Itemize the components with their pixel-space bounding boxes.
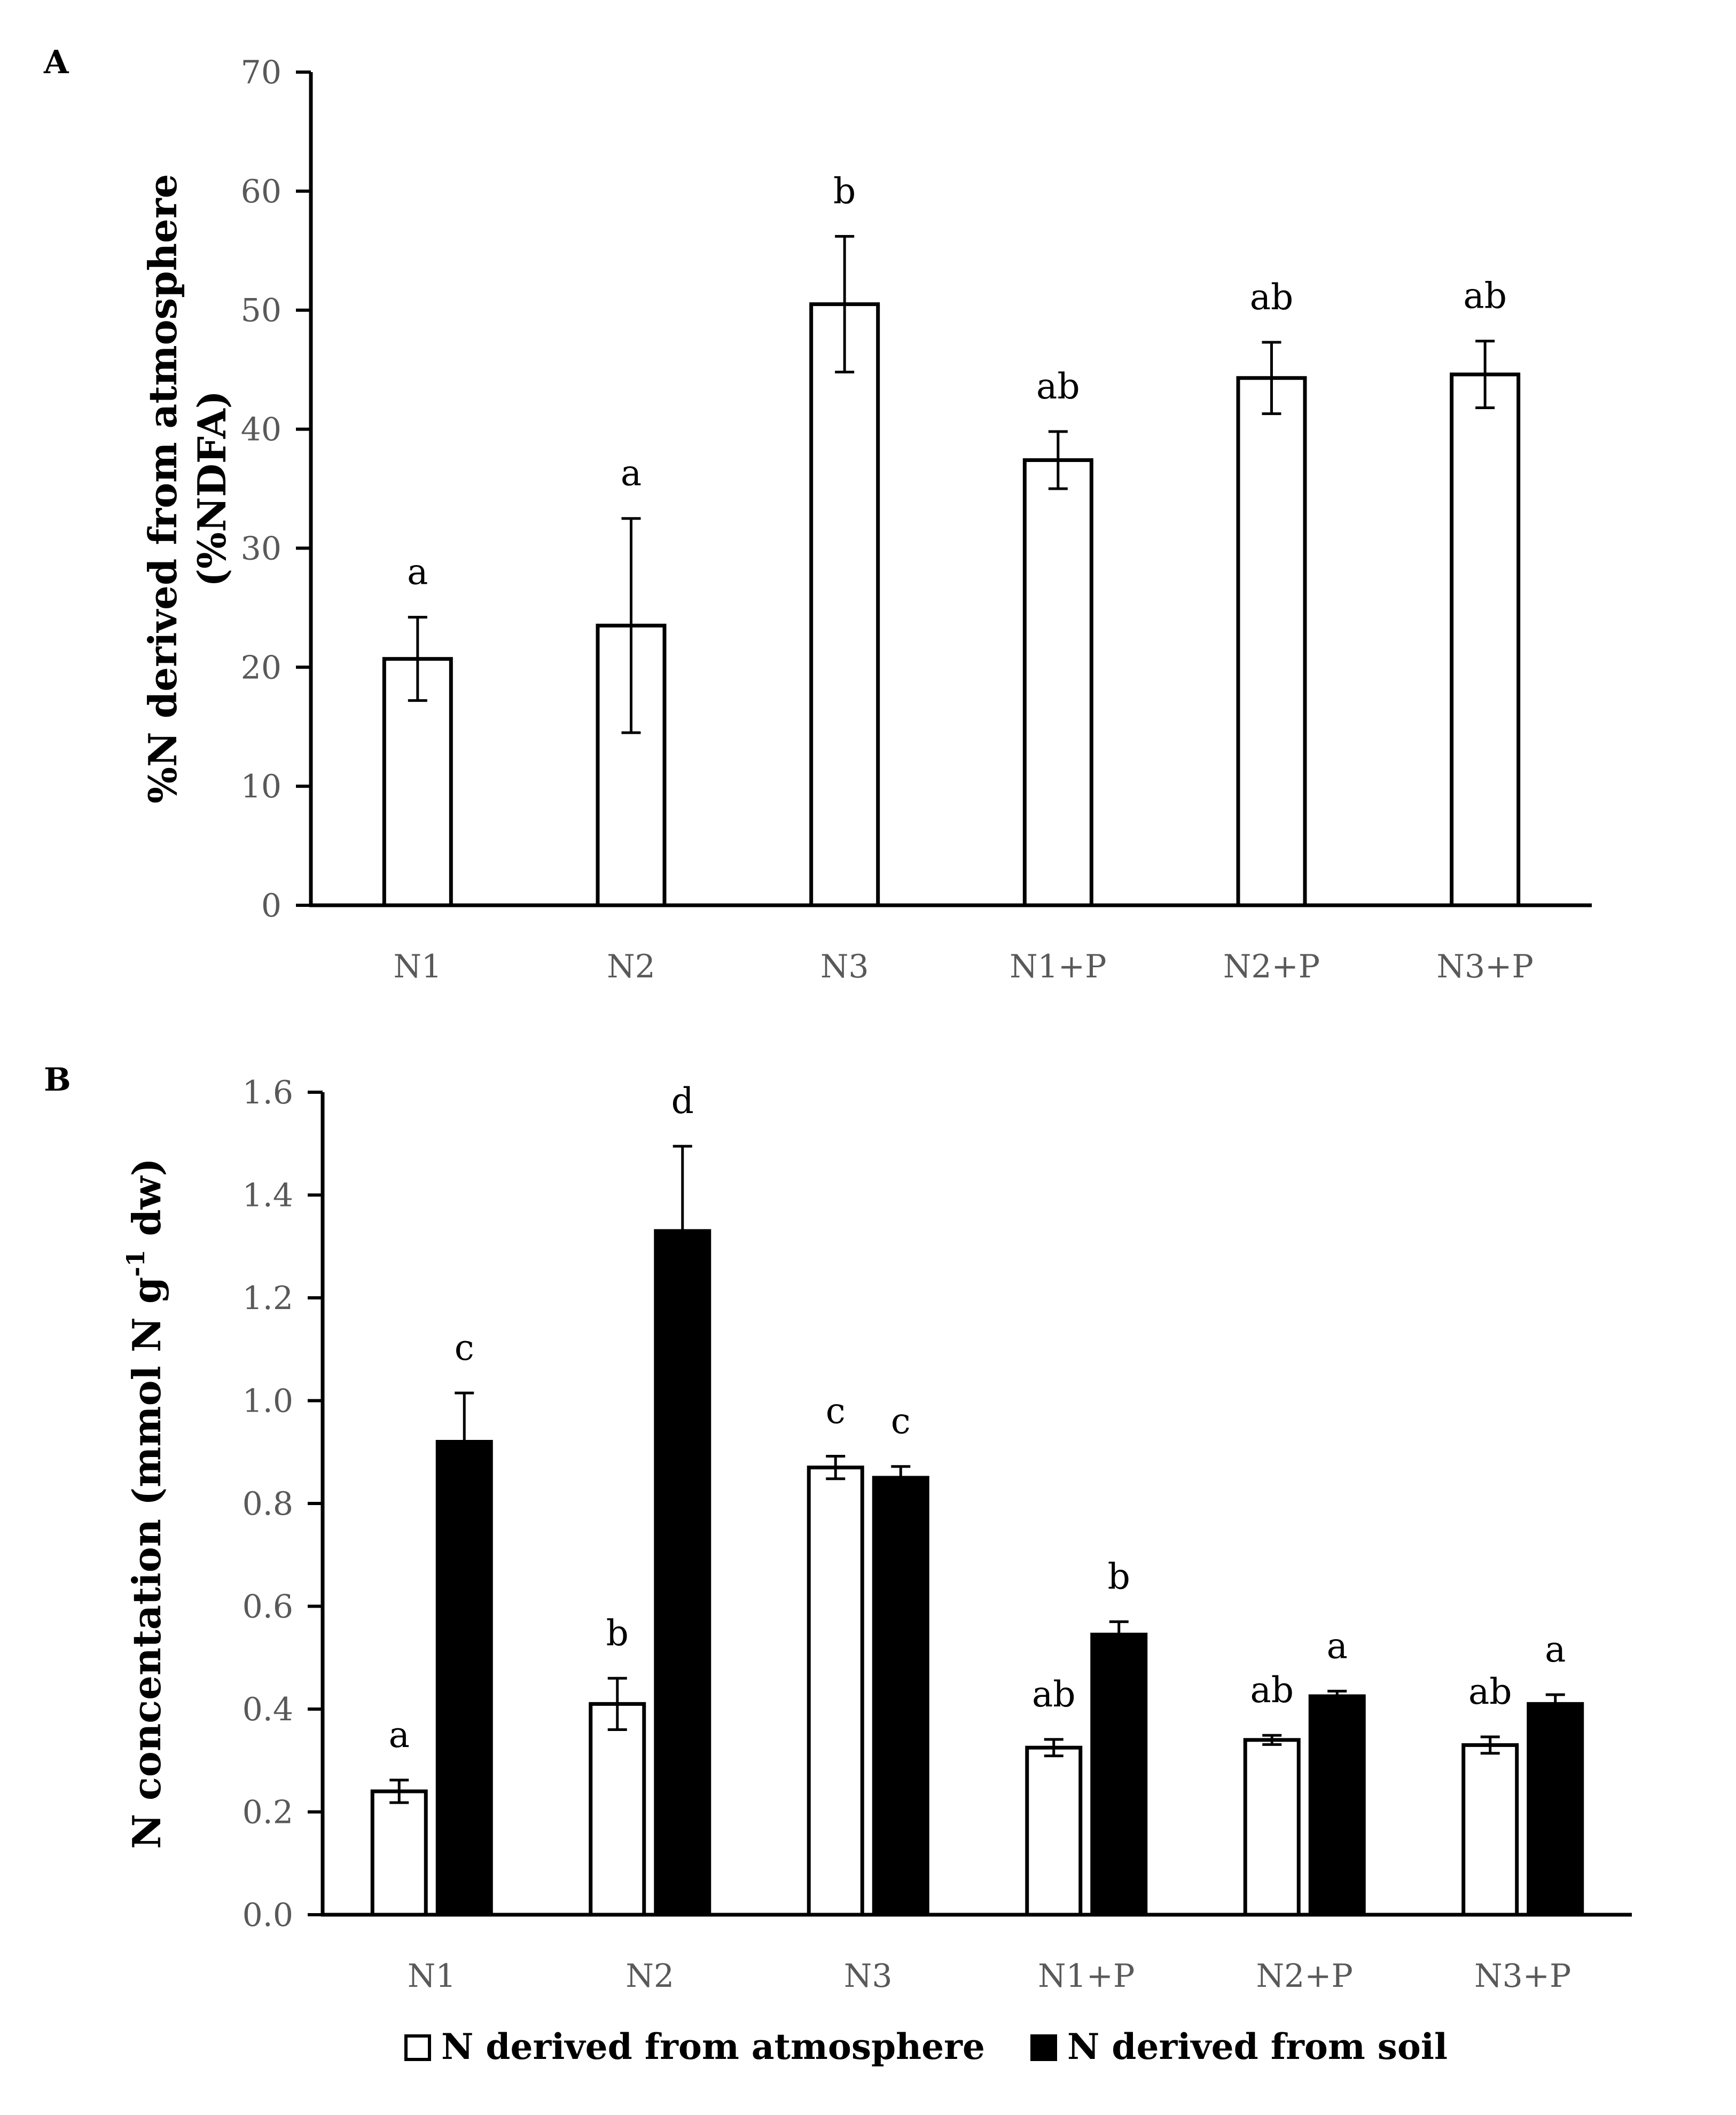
panel-a-error-bars	[408, 235, 1495, 734]
b-significance-label-0-1: b	[606, 1612, 629, 1654]
a-bar-0-5	[1450, 372, 1521, 907]
b-significance-label-1-2: c	[891, 1401, 911, 1442]
panel-b-bars	[370, 1229, 1584, 1917]
b-significance-label-0-2: c	[826, 1390, 846, 1431]
panel-b-y-title-superscript: -1	[121, 1250, 150, 1277]
b-bar-0-5	[1461, 1743, 1519, 1917]
a-significance-label-0-1: a	[621, 453, 642, 494]
a-y-tick-label-2: 20	[241, 649, 281, 686]
legend: N derived from atmosphere N derived from…	[404, 2026, 1448, 2067]
b-significance-label-1-3: b	[1108, 1556, 1130, 1597]
b-y-tick-label-1: 0.2	[243, 1794, 293, 1831]
a-y-tick-label-7: 70	[241, 54, 281, 91]
panel-a-y-title-line-2: (%NDFA)	[189, 390, 234, 587]
b-significance-label-0-3: ab	[1032, 1674, 1076, 1715]
b-bar-0-2	[807, 1466, 864, 1917]
legend-swatch-soil	[1030, 2034, 1057, 2061]
panel-b-category-labels: N1 N2 N3 N1+P N2+P N3+P	[408, 1957, 1571, 1995]
panel-b-y-title-main: N concentation (mmol N g	[124, 1277, 169, 1849]
b-y-tick-label-6: 1.2	[243, 1280, 293, 1317]
a-bar-0-4	[1236, 376, 1307, 907]
b-bar-1-1	[654, 1229, 711, 1917]
a-category-label-4: N2+P	[1223, 948, 1320, 985]
b-y-tick-label-2: 0.4	[243, 1691, 293, 1728]
a-category-label-0: N1	[393, 948, 442, 985]
b-significance-label-0-0: a	[389, 1714, 410, 1756]
b-y-tick-label-7: 1.4	[243, 1177, 293, 1215]
b-significance-label-0-4: ab	[1250, 1670, 1294, 1711]
panel-b-error-bars	[389, 1145, 1565, 1804]
panel-a-bars	[382, 302, 1521, 907]
a-y-tick-label-4: 40	[241, 411, 281, 449]
b-y-tick-label-8: 1.6	[243, 1074, 293, 1111]
a-y-tick-label-0: 0	[261, 887, 281, 925]
b-category-label-2: N3	[844, 1957, 893, 1995]
a-y-tick-label-5: 50	[241, 292, 281, 330]
a-category-label-2: N3	[820, 948, 869, 985]
b-y-tick-label-3: 0.6	[243, 1588, 293, 1626]
a-y-tick-label-6: 60	[241, 173, 281, 210]
panel-b-y-axis-title: N concentation (mmol N g-1 dw)	[121, 1158, 169, 1849]
a-significance-label-0-0: a	[407, 552, 428, 593]
b-bar-1-3	[1090, 1632, 1148, 1917]
b-y-tick-label-0: 0.0	[243, 1897, 293, 1934]
a-significance-label-0-3: ab	[1036, 366, 1080, 407]
panel-b-letter: B	[44, 1061, 71, 1099]
b-bar-0-0	[370, 1789, 428, 1917]
b-category-label-0: N1	[408, 1957, 456, 1995]
b-category-label-4: N2+P	[1256, 1957, 1353, 1995]
a-category-label-5: N3+P	[1437, 948, 1534, 985]
a-significance-label-0-4: ab	[1250, 277, 1294, 318]
a-category-label-3: N1+P	[1010, 948, 1106, 985]
b-bar-0-4	[1243, 1738, 1301, 1917]
b-bar-1-0	[435, 1440, 493, 1917]
a-bar-0-2	[809, 302, 880, 907]
panel-a-y-axis-title: %N derived from atmosphere(%NDFA)	[140, 174, 234, 804]
panel-a-y-title-line-1: %N derived from atmosphere	[140, 174, 185, 804]
b-significance-label-1-5: a	[1545, 1629, 1566, 1670]
b-category-label-1: N2	[625, 1957, 674, 1995]
b-category-label-5: N3+P	[1474, 1957, 1571, 1995]
b-bar-1-4	[1308, 1694, 1366, 1917]
a-significance-label-0-2: b	[833, 171, 856, 212]
legend-label-soil: N derived from soil	[1067, 2026, 1448, 2067]
b-bar-1-5	[1527, 1702, 1584, 1917]
b-y-tick-label-4: 0.8	[243, 1485, 293, 1523]
b-significance-label-1-1: d	[671, 1080, 694, 1122]
b-category-label-3: N1+P	[1038, 1957, 1135, 1995]
legend-label-atmosphere: N derived from atmosphere	[441, 2026, 985, 2067]
panel-a-y-ticks: 0 10 20 30 40 50 60 70	[241, 54, 311, 925]
b-bar-0-1	[589, 1702, 646, 1917]
panel-a-category-labels: N1 N2 N3 N1+P N2+P N3+P	[393, 948, 1533, 985]
b-significance-label-0-5: ab	[1468, 1671, 1512, 1712]
a-y-tick-label-3: 30	[241, 530, 281, 567]
b-y-tick-label-5: 1.0	[243, 1383, 293, 1420]
panel-a-letter: A	[43, 44, 69, 81]
a-significance-label-0-5: ab	[1463, 276, 1507, 317]
b-bar-1-2	[872, 1476, 929, 1917]
panel-b-y-ticks: 0.0 0.2 0.4 0.6 0.8 1.0 1.2 1.4 1.6	[243, 1074, 323, 1934]
panel-b-y-title-tail: dw)	[124, 1158, 169, 1249]
a-y-tick-label-1: 10	[241, 768, 281, 805]
legend-swatch-atmosphere	[404, 2034, 431, 2061]
a-bar-0-3	[1022, 458, 1093, 907]
b-significance-label-1-0: c	[455, 1327, 474, 1368]
a-category-label-1: N2	[607, 948, 655, 985]
b-bar-0-3	[1025, 1745, 1083, 1917]
b-significance-label-1-4: a	[1327, 1625, 1348, 1666]
